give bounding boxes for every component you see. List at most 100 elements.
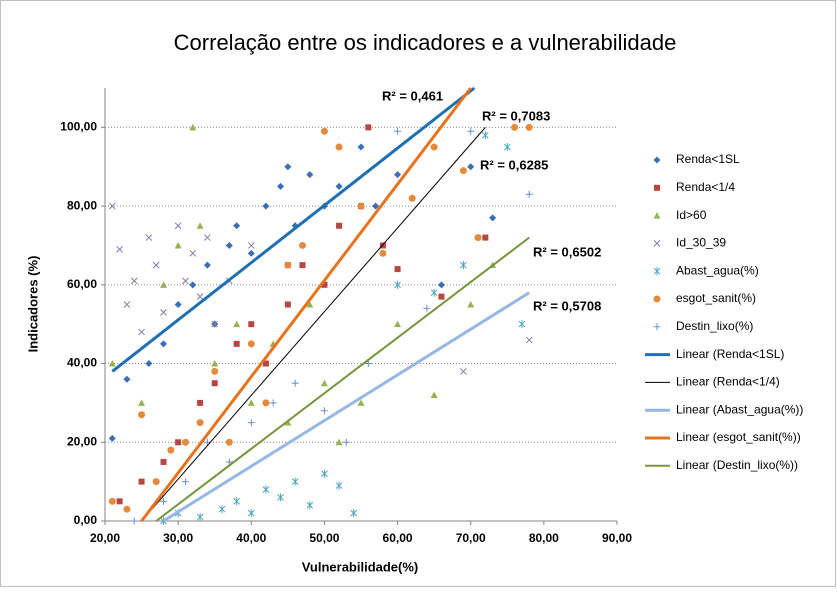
point [511, 123, 519, 131]
point [262, 360, 269, 367]
point [350, 509, 358, 518]
point [357, 399, 365, 406]
point [518, 320, 526, 329]
point [489, 214, 497, 222]
x-tick-label: 90,00 [602, 531, 632, 545]
point [394, 320, 402, 328]
annotation: R² = 0,7083 [482, 108, 550, 123]
point [336, 222, 343, 229]
point [160, 281, 168, 288]
point [247, 340, 255, 348]
point [123, 375, 131, 383]
trendline [141, 127, 486, 522]
point [394, 171, 402, 179]
point [196, 513, 204, 522]
point [116, 246, 123, 253]
point [394, 280, 401, 289]
legend-marker [653, 212, 661, 219]
point [298, 241, 306, 249]
y-tick-label: 20,00 [67, 434, 97, 448]
point [474, 234, 482, 242]
legend-marker [653, 323, 661, 331]
point [365, 124, 372, 131]
point [108, 434, 116, 442]
point [233, 320, 241, 328]
point [247, 509, 255, 518]
point [467, 127, 475, 135]
legend-marker [653, 240, 661, 247]
annotation: R² = 0,6285 [480, 157, 548, 172]
point [152, 478, 160, 486]
point [189, 281, 197, 289]
point [320, 379, 328, 387]
chart-title: Correlação entre os indicadores e a vuln… [174, 30, 677, 55]
point [321, 469, 328, 478]
point [525, 123, 533, 131]
point [460, 368, 467, 375]
point [335, 438, 343, 446]
point [394, 127, 402, 135]
point [423, 304, 431, 312]
series [108, 123, 497, 446]
point [320, 127, 328, 135]
point [174, 301, 182, 308]
point [160, 340, 168, 348]
point [306, 301, 314, 308]
point [467, 163, 475, 171]
point [277, 182, 285, 190]
x-tick-label: 40,00 [236, 531, 266, 545]
point [167, 446, 175, 454]
legend-marker [653, 156, 661, 164]
point [160, 309, 167, 316]
legend-marker [653, 267, 661, 276]
point [379, 242, 386, 249]
point [503, 143, 511, 152]
legend-label: Renda<1/4 [676, 180, 735, 194]
trendline [155, 236, 530, 522]
point [152, 261, 160, 269]
point [130, 277, 138, 285]
point [204, 234, 211, 241]
point [262, 485, 270, 494]
point [233, 497, 241, 506]
point [284, 163, 292, 171]
point [181, 478, 189, 486]
point [116, 498, 123, 505]
point [197, 399, 204, 406]
point [320, 407, 328, 415]
point [438, 293, 445, 300]
point [196, 293, 204, 300]
point [467, 301, 475, 308]
point [123, 505, 131, 513]
x-tick-label: 70,00 [456, 531, 486, 545]
point [196, 222, 204, 229]
point [138, 399, 146, 406]
point [160, 458, 167, 465]
x-tick-label: 20,00 [90, 531, 120, 545]
point [160, 497, 168, 505]
point [145, 360, 153, 368]
legend-label: Id>60 [676, 208, 707, 222]
legend-label: Linear (Destin_lixo(%)) [676, 458, 798, 472]
legend-label: Linear (esgot_sanit(%)) [676, 430, 801, 444]
series [130, 127, 533, 525]
point [189, 249, 197, 257]
annotation: R² = 0,5708 [533, 298, 601, 313]
point [306, 501, 314, 510]
point [175, 439, 182, 446]
point [247, 242, 255, 249]
point [284, 301, 291, 308]
point [460, 261, 467, 270]
point [357, 202, 365, 210]
point [145, 234, 153, 241]
legend-label: Destin_lixo(%) [676, 319, 753, 333]
point [225, 438, 233, 446]
point [225, 241, 233, 249]
point [321, 281, 328, 288]
point [233, 222, 241, 230]
point [182, 277, 189, 285]
trendline [111, 86, 476, 373]
point [481, 131, 489, 140]
